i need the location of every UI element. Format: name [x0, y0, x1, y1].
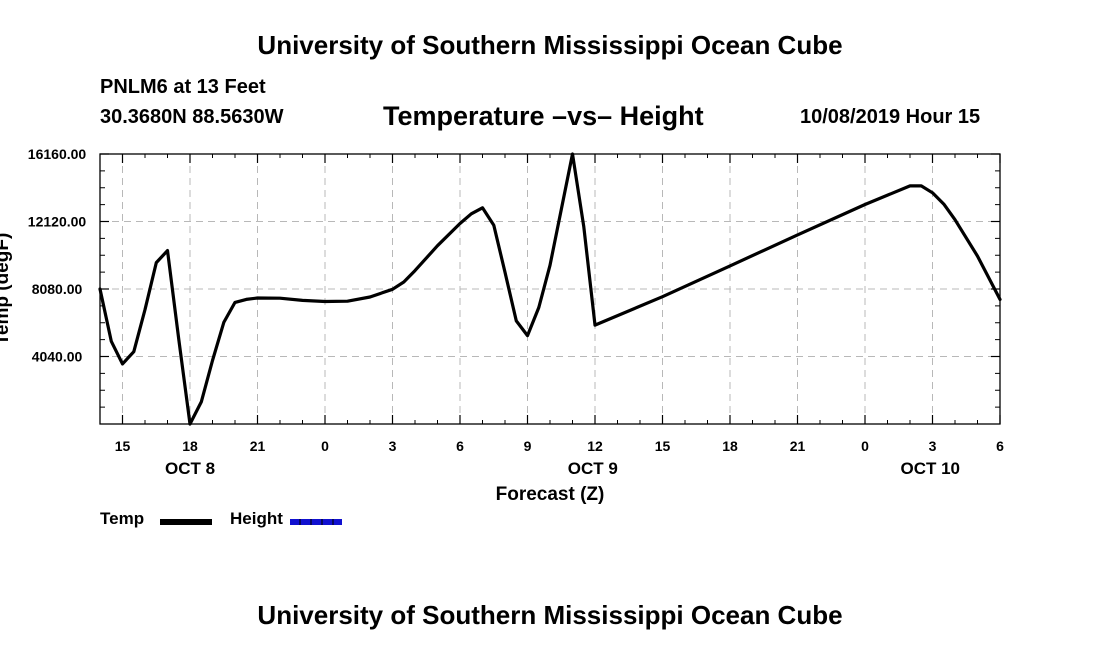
- y-axis-label: Temp (degF): [0, 233, 13, 346]
- x-tick-label: 3: [389, 438, 397, 454]
- date-label: OCT 8: [165, 459, 215, 478]
- x-tick-label: 6: [996, 438, 1004, 454]
- x-tick-label: 18: [182, 438, 198, 454]
- x-tick-label: 0: [861, 438, 869, 454]
- grid: [100, 154, 1000, 424]
- y-tick-label: 4040.00: [32, 349, 83, 365]
- x-tick-label: 12: [587, 438, 603, 454]
- x-tick-label: 3: [929, 438, 937, 454]
- y-tick-label: 8080.00: [32, 281, 83, 297]
- x-tick-label: 0: [321, 438, 329, 454]
- date-label: OCT 10: [900, 459, 960, 478]
- station-label: PNLM6 at 13 Feet: [100, 76, 266, 98]
- x-tick-label: 15: [655, 438, 671, 454]
- legend-temp-label: Temp: [100, 509, 145, 528]
- x-axis-label: Forecast (Z): [496, 484, 605, 505]
- x-tick-label: 21: [790, 438, 806, 454]
- series-layer: [98, 152, 1002, 426]
- chart-title: Temperature –vs– Height: [383, 101, 704, 131]
- legend-height-swatch: [290, 519, 342, 525]
- x-tick-label: 18: [722, 438, 738, 454]
- date-label: OCT 9: [568, 459, 618, 478]
- x-tick-label: 21: [250, 438, 266, 454]
- coordinates-label: 30.3680N 88.5630W: [100, 106, 284, 128]
- x-tick-label: 15: [115, 438, 131, 454]
- x-tick-label: 9: [524, 438, 532, 454]
- legend-height-label: Height: [230, 509, 283, 528]
- y-tick-label: 12120.00: [28, 214, 87, 230]
- axis-ticks: [99, 153, 1001, 424]
- forecast-datetime: 10/08/2019 Hour 15: [800, 106, 981, 128]
- page-footer-title: University of Southern Mississippi Ocean…: [257, 600, 843, 630]
- legend-temp-swatch: [160, 519, 212, 525]
- page-title: University of Southern Mississippi Ocean…: [257, 30, 843, 60]
- temp-series-line: [98, 152, 1002, 426]
- y-tick-label: 16160.00: [28, 146, 87, 162]
- x-tick-label: 6: [456, 438, 464, 454]
- axis-labels: 15 18 21 0 3 6 9 12 15 18 21 0 3 6 4040.00 8080.00 12120…: [28, 146, 1004, 478]
